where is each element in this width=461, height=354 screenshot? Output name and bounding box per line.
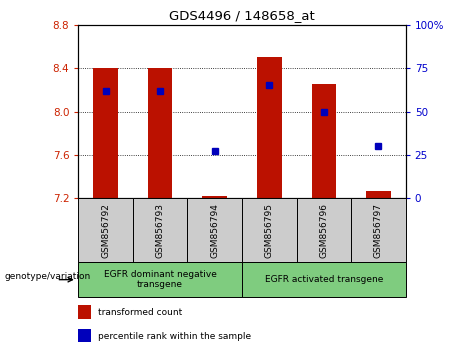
Bar <box>94 68 118 198</box>
Text: GSM856794: GSM856794 <box>210 203 219 258</box>
Text: EGFR activated transgene: EGFR activated transgene <box>265 275 383 284</box>
Bar <box>242 262 406 297</box>
Text: GSM856792: GSM856792 <box>101 203 110 258</box>
Title: GDS4496 / 148658_at: GDS4496 / 148658_at <box>169 9 315 22</box>
Bar <box>351 198 406 262</box>
Bar <box>242 198 296 262</box>
Text: transformed count: transformed count <box>98 308 182 317</box>
Text: percentile rank within the sample: percentile rank within the sample <box>98 332 251 341</box>
Text: genotype/variation: genotype/variation <box>5 272 91 281</box>
Bar <box>296 198 351 262</box>
Bar <box>78 262 242 297</box>
Bar <box>188 198 242 262</box>
Text: GSM856795: GSM856795 <box>265 203 274 258</box>
Text: GSM856793: GSM856793 <box>156 203 165 258</box>
Bar <box>202 196 227 198</box>
Bar <box>366 191 390 198</box>
Bar <box>257 57 282 198</box>
Text: EGFR dominant negative
transgene: EGFR dominant negative transgene <box>104 270 217 289</box>
Bar <box>312 84 336 198</box>
Bar <box>133 198 188 262</box>
Bar <box>78 198 133 262</box>
Text: GSM856796: GSM856796 <box>319 203 328 258</box>
Bar <box>78 329 91 343</box>
Bar <box>148 68 172 198</box>
Text: GSM856797: GSM856797 <box>374 203 383 258</box>
Bar <box>78 305 91 319</box>
